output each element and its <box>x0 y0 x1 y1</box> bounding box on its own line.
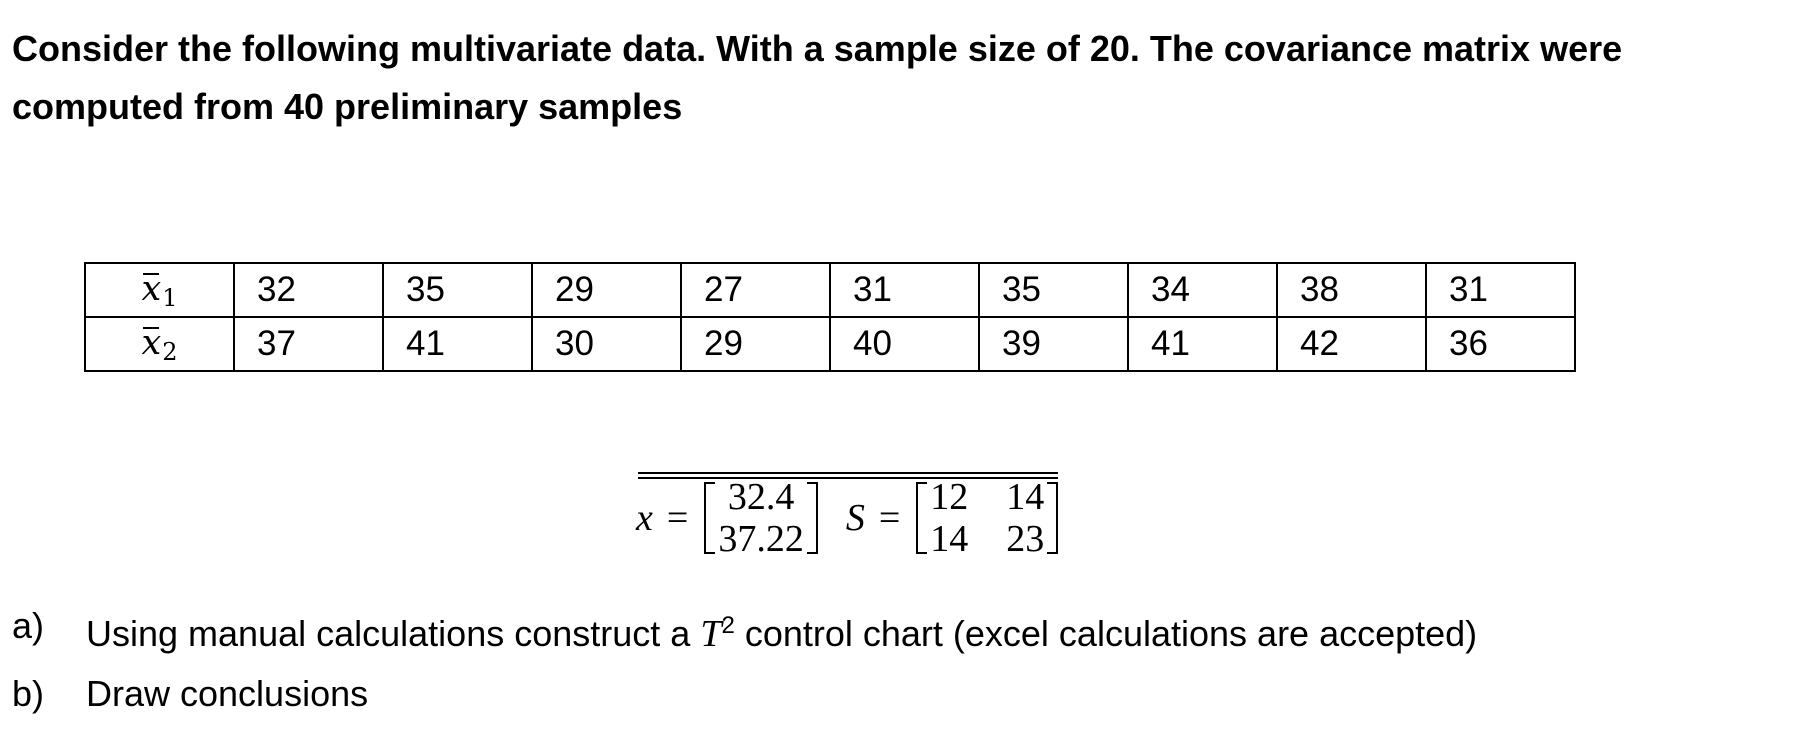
mean-vector: 32.4 37.22 <box>702 476 820 560</box>
covariance-matrix: 12 14 14 23 <box>914 476 1060 560</box>
subscript: 1 <box>162 283 178 312</box>
mean-vector-entry: 37.22 <box>718 518 804 560</box>
table-cell: 32 <box>233 262 384 318</box>
row-header-x1: x1 <box>84 262 235 318</box>
question-text-part: control chart (excel calculations are ac… <box>734 613 1478 654</box>
table-cell: 34 <box>1127 262 1278 318</box>
table-cell: 35 <box>382 262 533 318</box>
row-header-x2: x2 <box>84 316 235 372</box>
question-label: b) <box>12 673 45 714</box>
table-cell: 31 <box>829 262 980 318</box>
table-cell: 40 <box>829 316 980 372</box>
formula-block: x = 32.4 37.22 S = 12 14 14 23 <box>636 470 1060 566</box>
table-cell: 31 <box>1425 262 1576 318</box>
mean-vector-entry: 32.4 <box>727 476 795 518</box>
data-table: x1 32 35 29 27 31 35 34 38 31 x2 37 41 3… <box>84 262 1576 372</box>
table-cell: 29 <box>531 262 682 318</box>
table-cell: 37 <box>233 316 384 372</box>
table-cell: 30 <box>531 316 682 372</box>
table-cell: 35 <box>978 262 1129 318</box>
matrix-entry: 14 <box>930 518 969 560</box>
question-item: a) Using manual calculations construct a… <box>12 596 1802 664</box>
superscript: 2 <box>721 612 735 639</box>
question-text: Draw conclusions <box>86 673 369 714</box>
table-row: x1 32 35 29 27 31 35 34 38 31 <box>84 262 1576 318</box>
question-text: Using manual calculations construct a T2… <box>86 596 1477 664</box>
table-cell: 41 <box>1127 316 1278 372</box>
table-cell: 29 <box>680 316 831 372</box>
problem-statement: Consider the following multivariate data… <box>12 28 1623 127</box>
table-cell: 41 <box>382 316 533 372</box>
covariance-symbol: S <box>845 497 865 539</box>
table-cell: 42 <box>1276 316 1427 372</box>
table-cell: 38 <box>1276 262 1427 318</box>
t-squared-symbol: T <box>700 613 722 655</box>
matrix-entry: 23 <box>1006 518 1045 560</box>
grand-mean-symbol: x <box>636 497 653 539</box>
table-cell: 36 <box>1425 316 1576 372</box>
question-label: a) <box>12 605 45 646</box>
equals-sign: = <box>666 497 689 539</box>
question-list: a) Using manual calculations construct a… <box>12 596 1802 724</box>
matrix-entry: 14 <box>1006 476 1045 518</box>
x-bar-symbol: x <box>141 268 162 309</box>
x-bar-symbol: x <box>141 322 162 363</box>
subscript: 2 <box>162 337 178 366</box>
question-item: b) Draw conclusions <box>12 664 1802 724</box>
matrix-entry: 12 <box>930 476 969 518</box>
table-cell: 27 <box>680 262 831 318</box>
table-cell: 39 <box>978 316 1129 372</box>
table-row: x2 37 41 30 29 40 39 41 42 36 <box>84 316 1576 372</box>
question-text-part: Using manual calculations construct a <box>86 613 701 654</box>
equals-sign: = <box>878 497 901 539</box>
